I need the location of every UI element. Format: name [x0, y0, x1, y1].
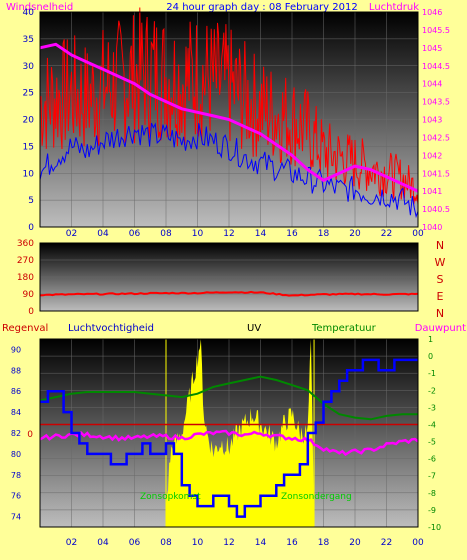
bottom-right-tick: -4: [428, 420, 436, 429]
top-left-tick: 35: [23, 35, 34, 45]
bottom-x-tick: 10: [192, 538, 204, 548]
top-x-tick: 08: [160, 229, 172, 239]
bottom-x-tick: 14: [255, 538, 267, 548]
top-x-tick: 12: [223, 229, 234, 239]
top-right-tick: 1042: [422, 151, 442, 160]
bottom-right-tick: -8: [428, 489, 436, 498]
mid-left-tick: 180: [17, 273, 34, 283]
top-left-tick: 5: [28, 196, 34, 206]
top-right-tick: 1042.5: [422, 133, 450, 142]
top-left-tick: 25: [23, 89, 34, 99]
top-left-tick: 15: [23, 142, 34, 152]
top-right-tick: 1041: [422, 187, 442, 196]
bottom-header-uv: UV: [247, 323, 261, 334]
bottom-right-tick: 0: [428, 352, 433, 361]
top-left-tick: 10: [23, 169, 35, 179]
mid-left-tick: 360: [17, 239, 34, 249]
wind-direction-line: [39, 290, 419, 297]
mid-left-tick: 0: [28, 307, 34, 317]
mid-left-tick: 90: [23, 290, 35, 300]
top-left-tick: 40: [23, 8, 35, 18]
sunrise-label: Zonsopkomst: [140, 492, 201, 502]
top-left-tick: 0: [28, 223, 34, 233]
top-right-label: Luchtdruk: [369, 2, 419, 13]
bottom-left-tick: 90: [11, 345, 21, 354]
top-x-tick: 00: [412, 229, 424, 239]
bottom-left-tick: 80: [11, 450, 21, 459]
bottom-header-humidity: Luchtvochtigheid: [68, 323, 154, 334]
bottom-left-tick: 88: [11, 366, 21, 375]
bottom-header-regenval: Regenval: [2, 323, 48, 334]
top-left-tick: 30: [23, 62, 35, 72]
top-x-tick: 20: [349, 229, 361, 239]
bottom-x-tick: 08: [160, 538, 172, 548]
humidity-line: [40, 358, 418, 518]
top-right-tick: 1046: [422, 8, 442, 17]
bottom-right-tick: -3: [428, 403, 436, 412]
dewpoint-line: [39, 429, 419, 457]
top-x-tick: 02: [66, 229, 77, 239]
top-right-tick: 1044.5: [422, 62, 450, 71]
bottom-right-tick: -10: [428, 523, 441, 532]
top-x-tick: 14: [255, 229, 267, 239]
top-x-tick: 10: [192, 229, 204, 239]
bottom-right-tick: -1: [428, 369, 436, 378]
top-right-tick: 1045: [422, 44, 442, 53]
top-x-tick: 04: [97, 229, 109, 239]
bottom-right-tick: -7: [428, 472, 436, 481]
bottom-x-tick: 00: [412, 538, 424, 548]
bottom-x-tick: 02: [66, 538, 77, 548]
sunset-label: Zonsondergang: [281, 492, 352, 502]
pressure-line: [39, 42, 419, 193]
bottom-x-tick: 12: [223, 538, 234, 548]
top-x-tick: 06: [129, 229, 141, 239]
bottom-x-tick: 04: [97, 538, 109, 548]
top-right-tick: 1040.5: [422, 205, 450, 214]
top-left-tick: 20: [23, 116, 35, 126]
mid-left-tick: 270: [17, 256, 34, 266]
top-right-tick: 1043.5: [422, 98, 450, 107]
top-left-label: Windsnelheid: [6, 2, 73, 13]
top-x-tick: 22: [381, 229, 392, 239]
bottom-right-tick: -5: [428, 438, 436, 447]
bottom-x-tick: 06: [129, 538, 141, 548]
top-right-tick: 1044: [422, 80, 442, 89]
bottom-right-tick: -9: [428, 506, 436, 515]
temperature-line: [39, 375, 418, 421]
compass-letter: N: [436, 239, 444, 252]
bottom-right-tick: -6: [428, 455, 436, 464]
bottom-left-tick: 74: [11, 513, 21, 522]
compass-letter: S: [437, 273, 444, 286]
bottom-header-temp: Temperatuur: [311, 323, 377, 334]
bottom-left-tick: 76: [11, 492, 21, 501]
compass-letter: W: [435, 256, 446, 269]
wind-avg-line: [39, 122, 419, 219]
bottom-x-tick: 16: [286, 538, 298, 548]
wind-gust-line: [39, 7, 419, 205]
top-right-tick: 1043: [422, 116, 442, 125]
bottom-x-tick: 22: [381, 538, 392, 548]
compass-letter: E: [437, 290, 444, 303]
top-title: 24 hour graph day : 08 February 2012: [166, 2, 357, 13]
bottom-left-tick: 78: [11, 471, 21, 480]
bottom-x-tick: 18: [318, 538, 330, 548]
top-right-tick: 1045.5: [422, 26, 450, 35]
rain-zero-label: 0: [27, 430, 33, 440]
top-right-tick: 1041.5: [422, 169, 450, 178]
bottom-x-tick: 20: [349, 538, 361, 548]
bottom-left-tick: 82: [11, 429, 21, 438]
bottom-left-tick: 86: [11, 387, 21, 396]
bottom-left-tick: 84: [11, 408, 21, 417]
bottom-header-dew: Dauwpunt: [415, 323, 466, 334]
uv-area: [166, 339, 315, 527]
top-right-tick: 1040: [422, 223, 442, 232]
compass-letter: N: [436, 307, 444, 320]
bottom-right-tick: -2: [428, 386, 436, 395]
top-x-tick: 16: [286, 229, 298, 239]
top-x-tick: 18: [318, 229, 330, 239]
bottom-right-tick: 1: [428, 335, 433, 344]
